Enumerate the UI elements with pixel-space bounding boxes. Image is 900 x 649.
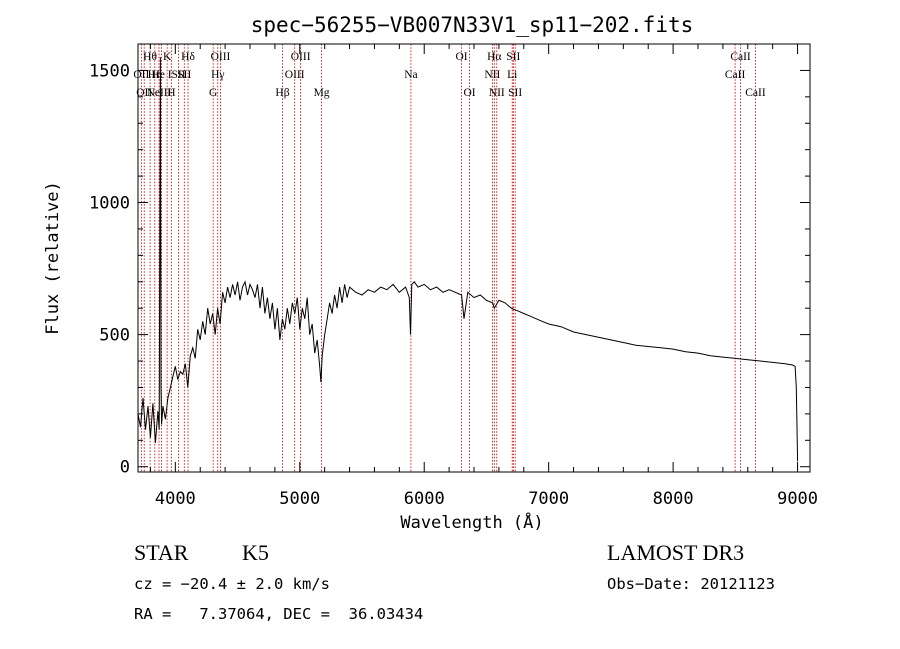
spectral-line-label: Hβ <box>275 87 289 99</box>
y-axis-label: Flux (relative) <box>43 181 63 335</box>
spectral-line-label: NeIII <box>147 87 172 99</box>
y-tick-label: 0 <box>120 458 130 478</box>
spectral-line-label: He I <box>151 69 171 81</box>
y-tick-label: 500 <box>99 326 130 346</box>
spectral-line-label: OI <box>455 51 467 63</box>
spectral-line-label: OI <box>463 87 475 99</box>
spectral-line-label: OIII <box>291 51 311 63</box>
spectral-line-label: SII <box>508 87 522 99</box>
x-tick-label: 9000 <box>777 489 818 509</box>
x-tick-label: 6000 <box>404 489 445 509</box>
spectral-line-label: NII <box>489 87 505 99</box>
obs-date: Obs−Date: 20121123 <box>607 575 775 593</box>
coordinates: RA = 7.37064, DEC = 36.03434 <box>134 605 423 623</box>
spectral-line-label: Hδ <box>181 51 195 63</box>
spectral-line-label: G <box>209 87 217 99</box>
redshift-readout: cz = −20.4 ± 2.0 km/s <box>134 575 330 593</box>
spectral-line-label: CaII <box>725 69 746 81</box>
spectrum-series-line <box>137 57 799 462</box>
spectral-line-label: CaII <box>745 87 766 99</box>
survey-name: LAMOST DR3 <box>607 540 744 565</box>
spectral-line-label: NII <box>484 69 500 81</box>
x-tick-label: 8000 <box>653 489 694 509</box>
spectral-line-label: Hθ <box>143 51 157 63</box>
spectral-line-label: Hγ <box>211 69 224 81</box>
spectral-line-label: K <box>163 51 172 63</box>
spectral-line-label: OIII <box>211 51 231 63</box>
spectral-lines-layer <box>140 44 756 472</box>
spectral-line-label: CaII <box>730 51 751 63</box>
x-axis-label: Wavelength (Å) <box>400 511 543 533</box>
object-subclass: K5 <box>242 540 269 565</box>
y-tick-label: 1000 <box>89 194 130 214</box>
spectral-line-label: Hη <box>148 69 162 81</box>
spectral-line-label: SII <box>172 69 186 81</box>
spectral-line-label: OII <box>133 69 149 81</box>
spectral-line-label: H <box>167 87 175 99</box>
x-tick-label: 7000 <box>528 489 569 509</box>
spectral-line-label: SII <box>177 69 191 81</box>
spectral-line-label: OII <box>136 87 152 99</box>
x-tick-label: 5000 <box>279 489 320 509</box>
y-tick-label: 1500 <box>89 61 130 81</box>
axis-tick-labels: 4000 5000 6000 7000 8000 9000 0 500 1000 1500 <box>89 61 818 509</box>
spectral-line-label: Na <box>404 69 417 81</box>
spectral-line-label: Mg <box>314 87 330 99</box>
spectral-line-label: SII <box>506 51 520 63</box>
object-class: STAR <box>134 540 189 565</box>
spectral-line-label: OIII <box>285 69 305 81</box>
axis-ticks <box>138 44 810 472</box>
plot-frame <box>137 43 811 473</box>
chart-title: spec−56255−VB007N33V1_sp11−202.fits <box>251 13 694 37</box>
spectral-line-label: Hα <box>487 51 501 63</box>
x-tick-label: 4000 <box>155 489 196 509</box>
spectral-line-label: Li <box>507 69 517 81</box>
